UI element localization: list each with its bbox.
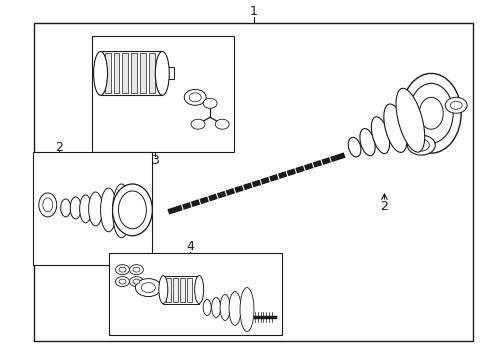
Ellipse shape [142,283,155,293]
Ellipse shape [409,84,453,143]
Ellipse shape [129,276,144,287]
Ellipse shape [129,265,144,275]
Ellipse shape [80,195,92,223]
Bar [163,276,199,303]
Ellipse shape [371,117,390,154]
Ellipse shape [215,119,229,129]
Bar [92,36,234,152]
Ellipse shape [119,267,126,272]
Ellipse shape [155,51,169,95]
Ellipse shape [414,139,429,151]
Ellipse shape [220,294,230,320]
Bar [100,51,162,95]
Bar [180,278,185,302]
Ellipse shape [240,288,254,332]
Ellipse shape [419,97,443,129]
Bar [173,278,178,302]
Ellipse shape [61,199,71,217]
Ellipse shape [384,104,407,152]
Bar [33,152,152,265]
Ellipse shape [396,88,425,152]
Ellipse shape [212,298,220,318]
Bar [166,278,172,302]
Ellipse shape [445,97,467,113]
Ellipse shape [203,300,211,315]
Text: 1: 1 [250,5,258,18]
Ellipse shape [229,292,241,325]
Ellipse shape [184,89,206,105]
Ellipse shape [116,265,129,275]
Bar [160,67,174,80]
Bar [149,54,155,93]
Ellipse shape [191,119,205,129]
Ellipse shape [113,184,130,238]
Ellipse shape [70,197,81,219]
Ellipse shape [360,129,375,156]
Ellipse shape [133,267,140,272]
Ellipse shape [89,192,102,226]
Ellipse shape [189,93,201,102]
Bar [131,54,137,93]
Text: 4: 4 [186,240,194,253]
Ellipse shape [113,184,152,236]
Text: 2: 2 [55,141,63,154]
Ellipse shape [348,138,361,157]
Ellipse shape [203,98,217,108]
Ellipse shape [401,73,461,153]
Ellipse shape [43,198,53,212]
Text: 3: 3 [151,154,159,167]
Bar [108,253,282,336]
Ellipse shape [39,193,57,217]
Bar [122,54,128,93]
Bar [187,278,192,302]
Ellipse shape [159,276,168,303]
Ellipse shape [407,135,435,155]
Bar [141,54,147,93]
Ellipse shape [116,276,129,287]
Ellipse shape [119,191,147,229]
Bar [104,54,111,93]
Text: 2: 2 [381,201,389,213]
Ellipse shape [195,276,204,303]
Bar [114,54,120,93]
Ellipse shape [119,279,126,284]
Ellipse shape [133,279,140,284]
Ellipse shape [94,51,107,95]
Ellipse shape [450,101,462,109]
Ellipse shape [100,188,117,232]
Ellipse shape [135,279,161,297]
Bar [34,23,473,341]
